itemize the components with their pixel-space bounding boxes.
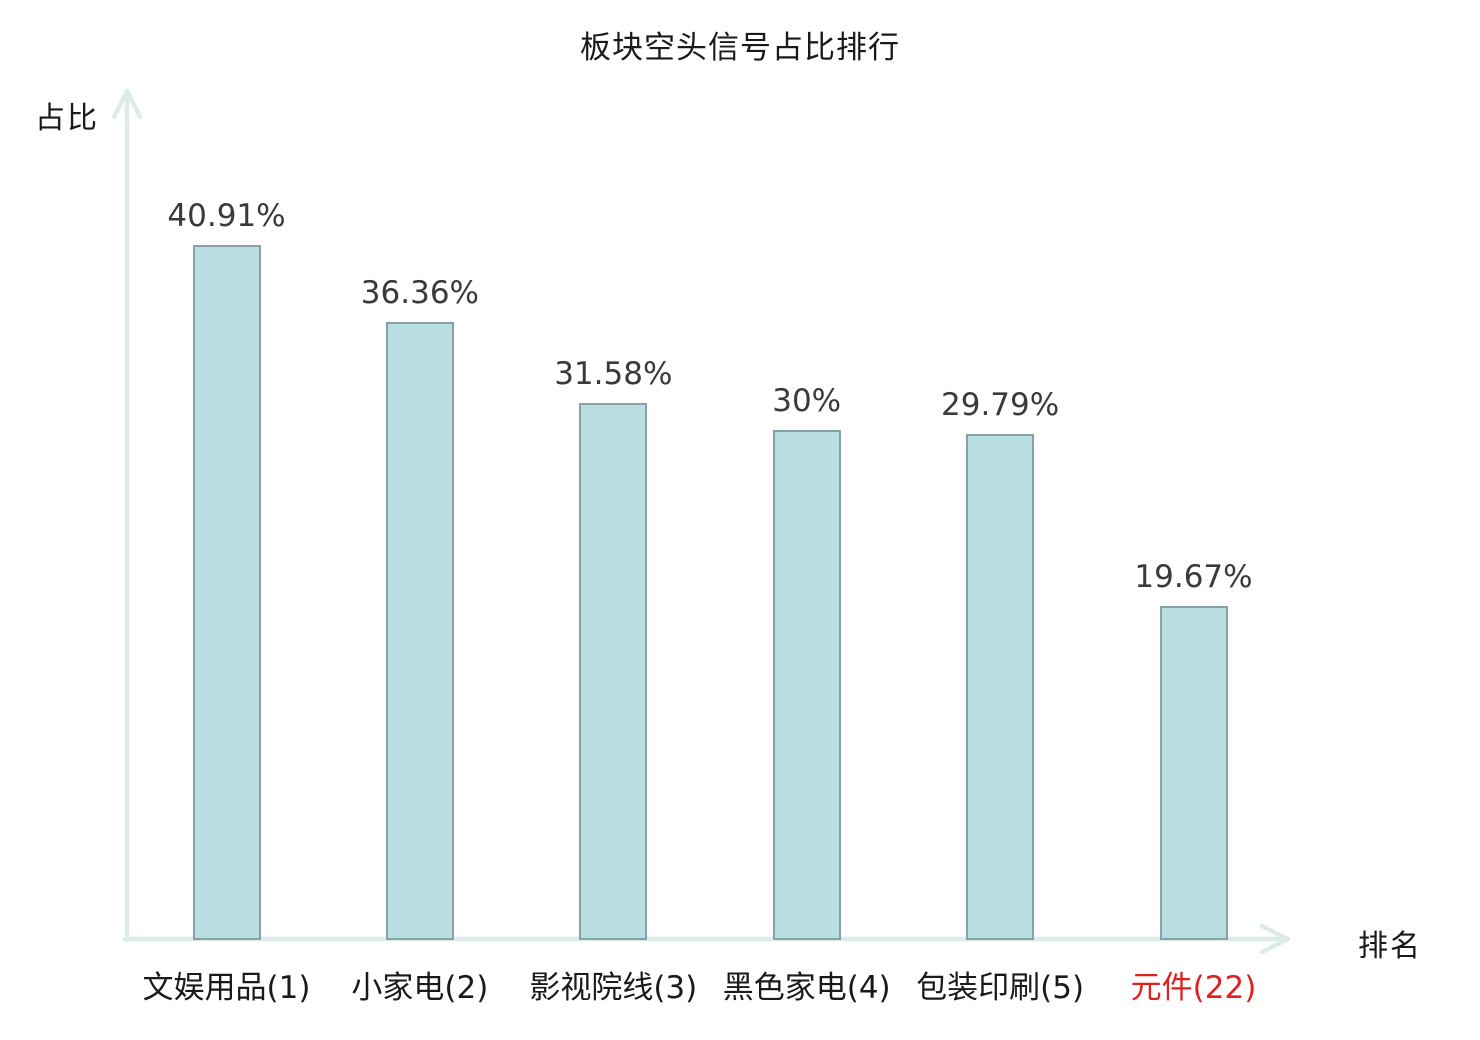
bar-value-label: 40.91% (167, 197, 286, 234)
bar-value-label: 19.67% (1134, 558, 1253, 595)
bar-value-label: 29.79% (940, 386, 1060, 423)
x-axis-arrow-icon (1259, 923, 1291, 955)
bar-value-label: 30% (772, 383, 842, 419)
bar-category-label: 小家电(2) (351, 970, 489, 1006)
y-axis-label: 占比 (35, 101, 99, 136)
bar (385, 321, 454, 940)
bar-value-label: 31.58% (554, 356, 673, 393)
bar (192, 244, 261, 940)
chart-title: 板块空头信号占比排行 (580, 30, 900, 66)
bar-category-label: 文娱用品(1) (142, 970, 311, 1006)
bar (1159, 605, 1228, 940)
bar-value-label: 36.36% (360, 274, 479, 311)
x-axis-label: 排名 (1358, 929, 1422, 964)
bar (772, 430, 841, 940)
bar-category-label: 影视院线(3) (529, 970, 698, 1006)
bar (579, 403, 648, 940)
bar-category-label: 元件(22) (1130, 970, 1257, 1006)
y-axis-arrow-icon (111, 88, 143, 120)
bar (966, 433, 1035, 940)
bar-category-label: 黑色家电(4) (722, 970, 891, 1006)
bar-category-label: 包装印刷(5) (916, 970, 1085, 1006)
